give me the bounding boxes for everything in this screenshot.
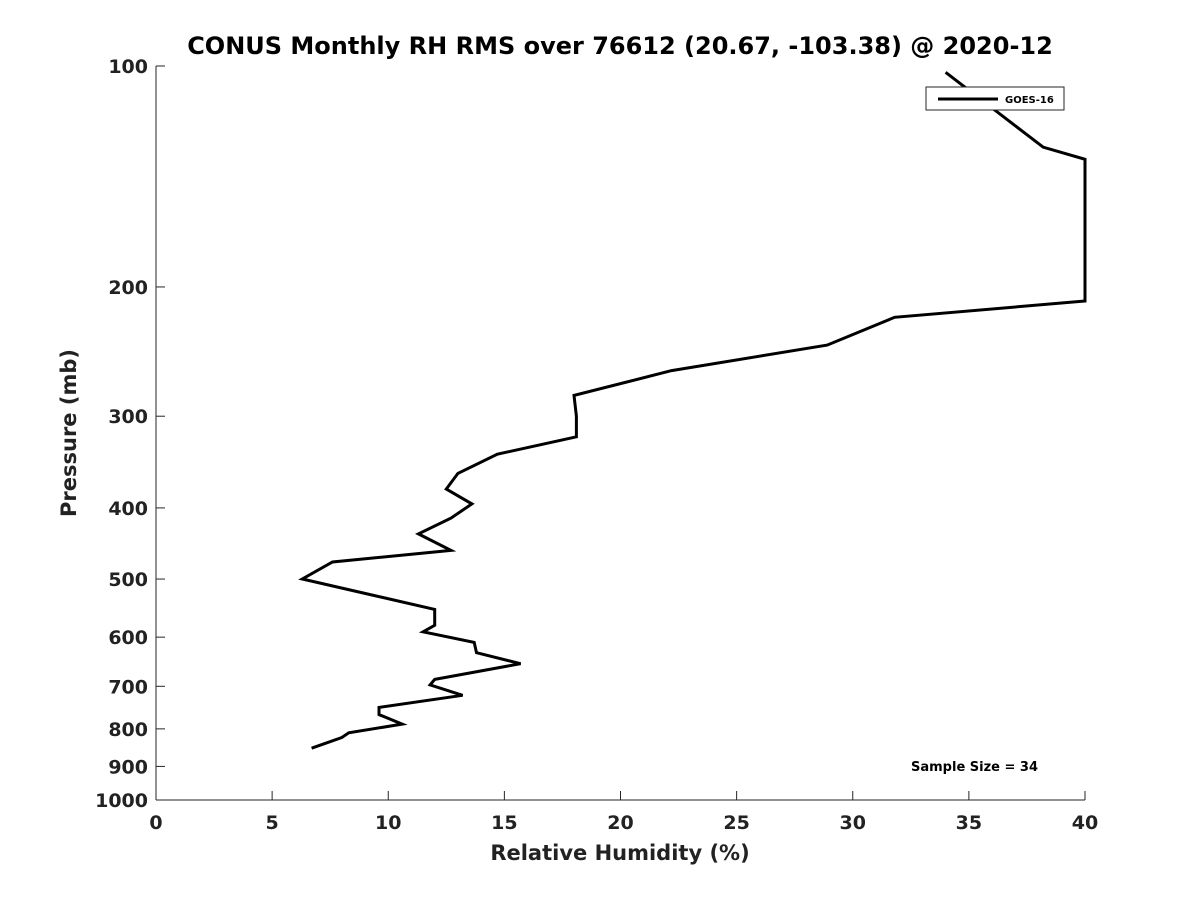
x-ticks: 0 5 10 15 20 25 30 35 40 <box>149 791 1098 834</box>
x-tick-label: 15 <box>491 812 517 834</box>
y-tick-label: 400 <box>108 498 148 520</box>
sample-size-annotation: Sample Size = 34 <box>911 760 1038 775</box>
chart-title: CONUS Monthly RH RMS over 76612 (20.67, … <box>187 32 1053 60</box>
y-tick-label: 1000 <box>95 790 148 812</box>
y-tick-label: 700 <box>108 676 148 698</box>
x-tick-label: 40 <box>1072 812 1098 834</box>
y-tick-label: 900 <box>108 756 148 778</box>
x-tick-label: 0 <box>149 812 162 834</box>
plot-background <box>156 66 1085 800</box>
y-tick-label: 600 <box>108 627 148 649</box>
plot-area: 0 5 10 15 20 25 30 35 40 100 200 300 400 500 600 700 80… <box>95 56 1098 834</box>
x-tick-label: 5 <box>266 812 279 834</box>
x-tick-label: 25 <box>723 812 749 834</box>
series-line-goes-16 <box>298 71 1087 750</box>
x-tick-label: 10 <box>375 812 401 834</box>
x-tick-label: 30 <box>840 812 866 834</box>
y-axis-label: Pressure (mb) <box>57 349 81 517</box>
y-tick-label: 100 <box>108 56 148 78</box>
legend-label-goes-16: GOES-16 <box>1005 95 1054 106</box>
legend: GOES-16 <box>925 86 1065 111</box>
x-axis-label: Relative Humidity (%) <box>490 841 749 865</box>
y-tick-label: 800 <box>108 719 148 741</box>
y-ticks: 100 200 300 400 500 600 700 800 900 1000 <box>95 56 165 812</box>
x-tick-label: 20 <box>607 812 633 834</box>
y-tick-label: 200 <box>108 277 148 299</box>
y-tick-label: 500 <box>108 569 148 591</box>
y-tick-label: 300 <box>108 406 148 428</box>
x-tick-label: 35 <box>956 812 982 834</box>
series-layer <box>298 71 1087 750</box>
